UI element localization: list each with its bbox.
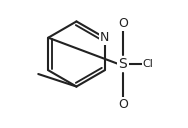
Text: Cl: Cl bbox=[142, 59, 153, 69]
Text: N: N bbox=[100, 31, 109, 44]
Text: O: O bbox=[118, 98, 128, 111]
Text: O: O bbox=[118, 17, 128, 30]
Text: S: S bbox=[118, 57, 127, 71]
